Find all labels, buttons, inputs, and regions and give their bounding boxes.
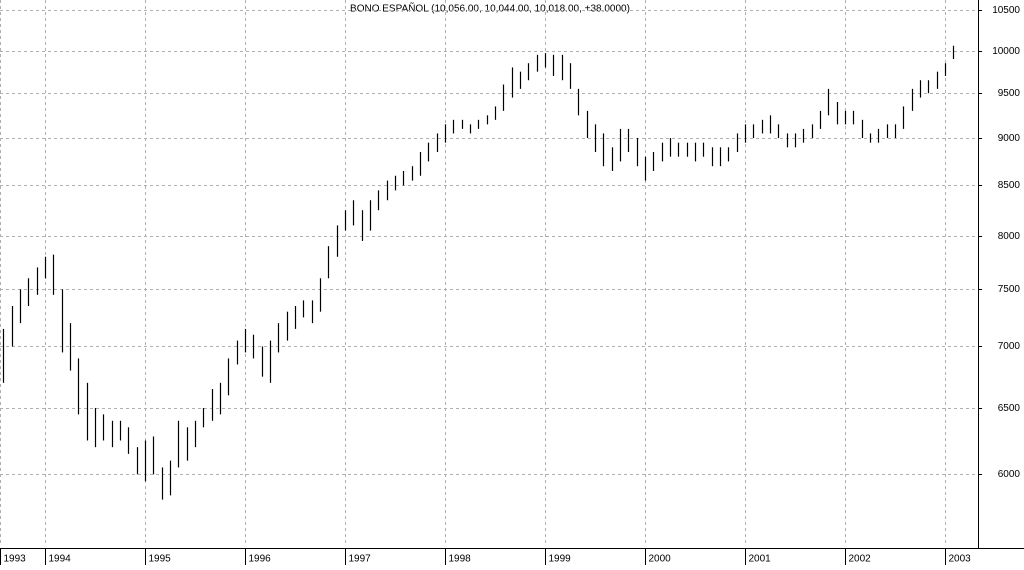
y-tick-label: 10500 bbox=[992, 5, 1020, 16]
y-tick-label: 6500 bbox=[998, 403, 1021, 414]
y-tick-label: 9000 bbox=[998, 133, 1021, 144]
x-tick-label: 2001 bbox=[749, 554, 772, 565]
y-tick-label: 6000 bbox=[998, 469, 1021, 480]
x-tick-label: 2002 bbox=[849, 554, 872, 565]
y-tick-label: 10000 bbox=[992, 46, 1020, 57]
y-tick-label: 7000 bbox=[998, 341, 1021, 352]
x-tick-label: 1997 bbox=[349, 554, 372, 565]
x-tick-label: 2003 bbox=[949, 554, 972, 565]
x-tick-label: 1994 bbox=[49, 554, 72, 565]
x-tick-label: 1995 bbox=[149, 554, 172, 565]
y-tick-label: 8000 bbox=[998, 231, 1021, 242]
x-tick-label: 1996 bbox=[249, 554, 272, 565]
x-tick-label: 2000 bbox=[649, 554, 672, 565]
chart-title: BONO ESPAÑOL (10,056.00, 10,044.00, 10,0… bbox=[350, 2, 630, 15]
x-tick-label: 1998 bbox=[449, 554, 472, 565]
y-tick-label: 8500 bbox=[998, 180, 1021, 191]
y-tick-label: 9500 bbox=[998, 88, 1021, 99]
x-tick-label: 1999 bbox=[549, 554, 572, 565]
x-tick-label: 1993 bbox=[4, 554, 27, 565]
y-tick-label: 7500 bbox=[998, 284, 1021, 295]
